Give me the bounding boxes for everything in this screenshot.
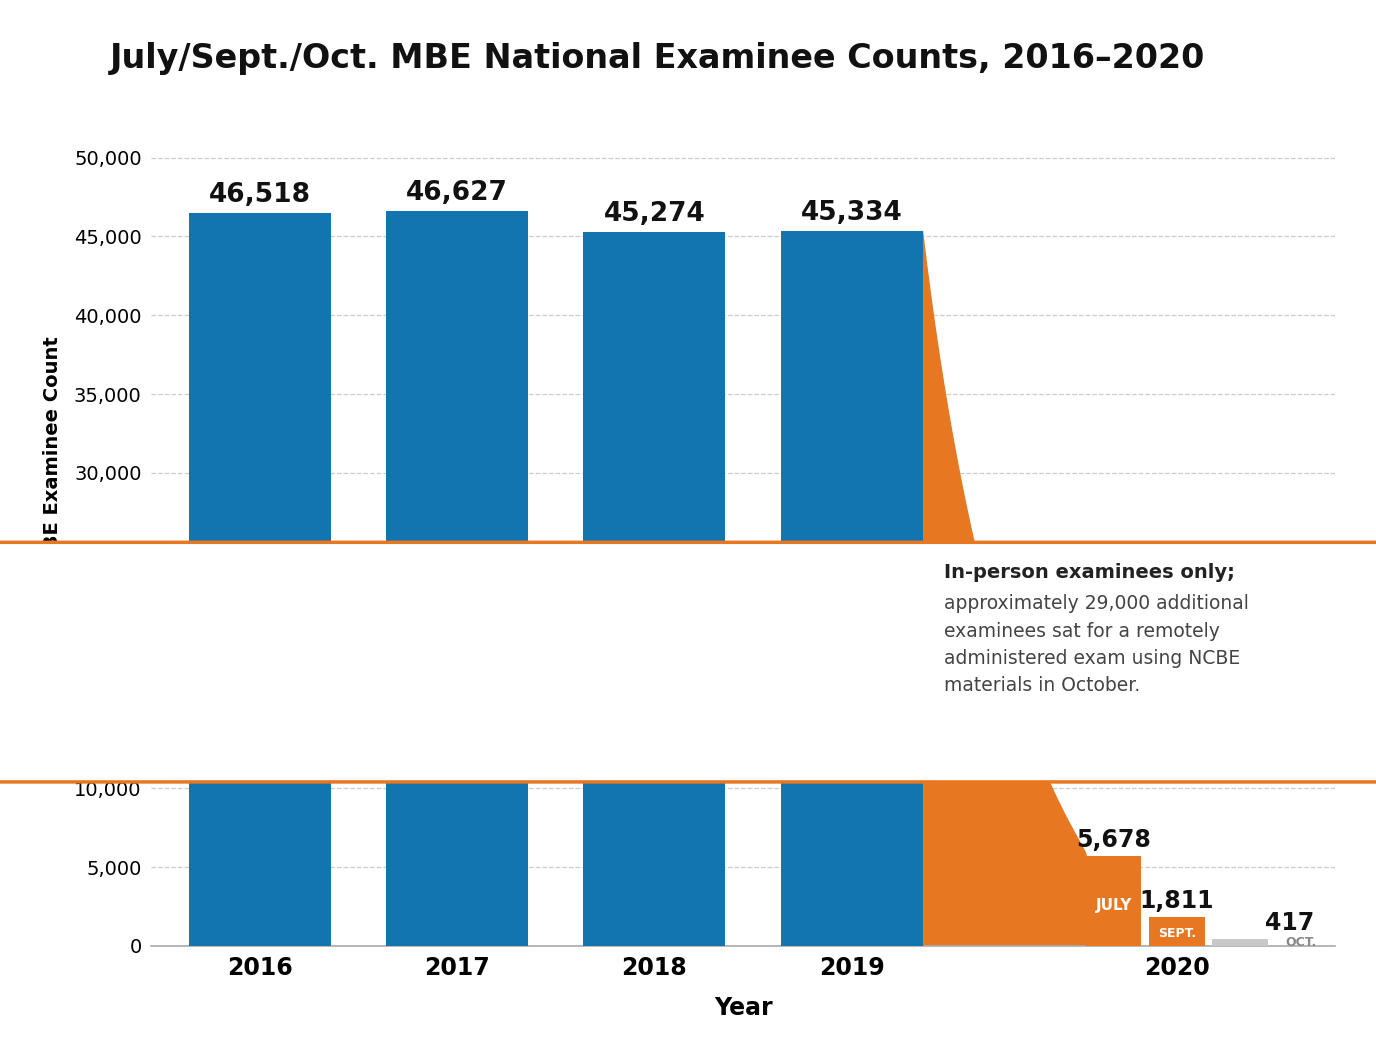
Bar [583, 232, 725, 946]
Text: 46,627: 46,627 [406, 180, 508, 206]
Bar [189, 212, 330, 946]
Text: 45,274: 45,274 [604, 202, 705, 227]
FancyBboxPatch shape [0, 542, 1376, 782]
Bar [1212, 940, 1267, 946]
Bar [780, 231, 922, 946]
Text: In-person examinees only;: In-person examinees only; [944, 563, 1236, 582]
Text: 45,334: 45,334 [801, 201, 903, 226]
Text: 5,678: 5,678 [1076, 827, 1152, 851]
Y-axis label: July/Sept./Oct. MBE Examinee Count: July/Sept./Oct. MBE Examinee Count [44, 337, 63, 735]
X-axis label: Year: Year [714, 996, 772, 1021]
Text: July/Sept./Oct. MBE National Examinee Counts, 2016–2020: July/Sept./Oct. MBE National Examinee Co… [110, 42, 1205, 75]
Text: 46,518: 46,518 [209, 182, 311, 208]
Bar [1149, 918, 1204, 946]
Text: OCT.: OCT. [1285, 936, 1317, 949]
Text: 417: 417 [1265, 910, 1314, 934]
Text: 1,811: 1,811 [1139, 888, 1214, 912]
Polygon shape [922, 231, 1086, 946]
Bar [387, 211, 528, 946]
Text: JULY: JULY [1095, 899, 1132, 913]
Bar [1086, 857, 1142, 946]
Text: SEPT.: SEPT. [1157, 927, 1196, 940]
Text: approximately 29,000 additional
examinees sat for a remotely
administered exam u: approximately 29,000 additional examinee… [944, 595, 1249, 695]
